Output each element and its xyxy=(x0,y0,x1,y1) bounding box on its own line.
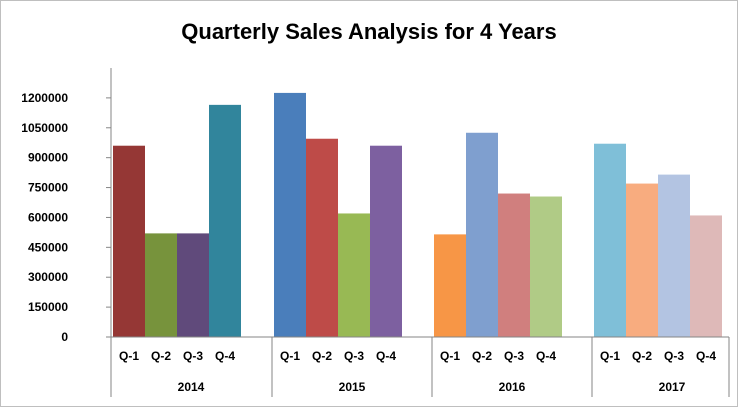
x-tick-label: Q-3 xyxy=(183,349,203,363)
y-tick-label: 1050000 xyxy=(21,121,68,135)
y-tick-label: 300000 xyxy=(28,270,68,284)
bar-2014-q-3 xyxy=(177,233,209,337)
bar-2017-q-2 xyxy=(626,183,658,337)
bar-2017-q-1 xyxy=(594,143,626,337)
bar-2017-q-4 xyxy=(690,215,722,337)
bar-2016-q-3 xyxy=(498,193,530,337)
x-tick-label: Q-4 xyxy=(536,349,556,363)
bar-2016-q-2 xyxy=(466,132,498,337)
y-tick-label: 900000 xyxy=(28,151,68,165)
x-tick-label: Q-2 xyxy=(632,349,652,363)
bars xyxy=(113,92,722,337)
bar-2014-q-2 xyxy=(145,233,177,337)
y-tick-label: 150000 xyxy=(28,300,68,314)
bar-2016-q-4 xyxy=(530,196,562,337)
chart-title: Quarterly Sales Analysis for 4 Years xyxy=(181,19,556,44)
group-label-2015: 2015 xyxy=(339,380,366,394)
bar-2014-q-1 xyxy=(113,145,145,337)
bar-2016-q-1 xyxy=(434,234,466,337)
group-label-2017: 2017 xyxy=(659,380,686,394)
x-tick-label: Q-4 xyxy=(696,349,716,363)
y-tick-label: 750000 xyxy=(28,181,68,195)
bar-2014-q-4 xyxy=(209,104,241,337)
group-label-2014: 2014 xyxy=(178,380,205,394)
y-axis: 0 150000 300000 450000 600000 750000 900000 105… xyxy=(21,68,112,344)
x-tick-label: Q-3 xyxy=(344,349,364,363)
x-tick-label: Q-3 xyxy=(504,349,524,363)
group-label-2016: 2016 xyxy=(499,380,526,394)
x-tick-label: Q-4 xyxy=(215,349,235,363)
x-tick-label: Q-3 xyxy=(664,349,684,363)
bar-2015-q-3 xyxy=(338,213,370,337)
y-tick-label: 0 xyxy=(61,330,68,344)
bar-2017-q-3 xyxy=(658,174,690,337)
x-tick-label: Q-4 xyxy=(376,349,396,363)
y-tick-label: 450000 xyxy=(28,240,68,254)
x-tick-label: Q-1 xyxy=(600,349,620,363)
bar-2015-q-4 xyxy=(370,145,402,337)
y-tick-label: 600000 xyxy=(28,210,68,224)
x-tick-label: Q-2 xyxy=(151,349,171,363)
x-axis: Q-1 Q-2 Q-3 Q-4 2014 Q-1 Q-2 Q-3 Q-4 2015 Q-1 Q-2 Q-… xyxy=(110,336,730,397)
bar-2015-q-2 xyxy=(306,138,338,337)
x-tick-label: Q-2 xyxy=(312,349,332,363)
x-tick-label: Q-1 xyxy=(119,349,139,363)
x-tick-label: Q-1 xyxy=(440,349,460,363)
y-tick-label: 1200000 xyxy=(21,91,68,105)
x-tick-label: Q-1 xyxy=(280,349,300,363)
bar-2015-q-1 xyxy=(274,92,306,337)
x-tick-label: Q-2 xyxy=(472,349,492,363)
